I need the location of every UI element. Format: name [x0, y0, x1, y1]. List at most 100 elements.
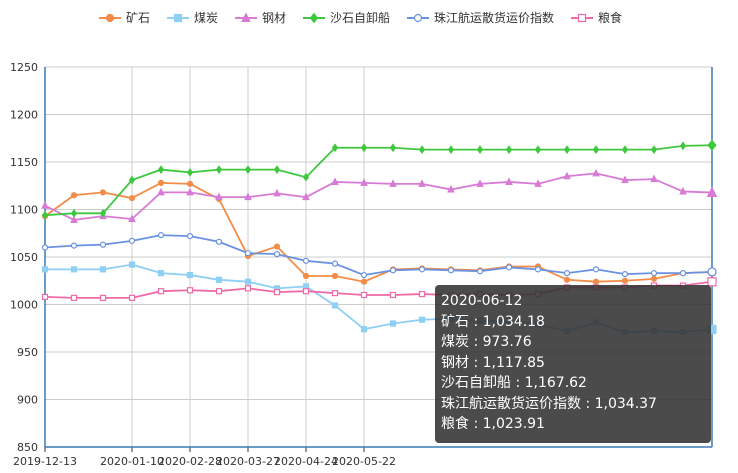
legend-item-0[interactable]: 矿石: [99, 11, 150, 25]
series-line[interactable]: [44, 172, 713, 221]
tooltip-row-coal: 煤炭 : 973.76: [441, 334, 532, 350]
legend-item-4[interactable]: 珠江航运散货运价指数: [407, 10, 554, 25]
data-point: [41, 244, 49, 251]
legend-label: 沙石自卸船: [330, 10, 390, 25]
legend-item-1[interactable]: 煤炭: [167, 11, 218, 25]
x-tick-label: 2019-12-13: [13, 455, 77, 468]
data-point: [360, 271, 368, 279]
series-2[interactable]: [41, 168, 718, 223]
legend-marker: [105, 13, 115, 23]
series-3[interactable]: [41, 139, 717, 220]
series-4[interactable]: [41, 232, 717, 279]
data-point: [70, 192, 78, 199]
data-point: [389, 267, 397, 274]
x-tick-label: 2020-03-27: [216, 455, 280, 468]
data-point: [128, 175, 136, 185]
series-line[interactable]: [44, 144, 713, 217]
legend[interactable]: 矿石 煤炭 钢材 沙石自卸船 珠江航运散货运价指数 粮食: [99, 10, 622, 25]
data-point: [128, 237, 136, 244]
data-point: [157, 187, 165, 196]
y-tick-label: 850: [17, 441, 38, 454]
data-point: [706, 186, 718, 198]
data-point: [360, 291, 368, 299]
data-point: [592, 278, 600, 285]
data-point: [186, 287, 194, 294]
legend-item-3[interactable]: 沙石自卸船: [303, 10, 390, 25]
data-point: [186, 233, 194, 240]
tooltip-row-sand-ship: 沙石自卸船 : 1,167.62: [441, 375, 587, 391]
data-point: [331, 290, 339, 297]
x-axis: 2019-12-13 2020-01-102020-02-282020-03-27…: [13, 446, 712, 468]
data-point: [157, 270, 165, 277]
data-point: [99, 266, 107, 273]
data-point: [447, 145, 455, 155]
data-point: [244, 192, 252, 201]
data-point: [679, 141, 687, 151]
data-point: [99, 189, 107, 196]
data-point: [273, 251, 281, 258]
data-point: [99, 294, 107, 301]
data-point: [650, 275, 658, 282]
data-point: [476, 268, 484, 275]
data-point: [418, 179, 426, 187]
legend-label: 煤炭: [194, 11, 218, 25]
y-tick-label: 900: [17, 394, 38, 407]
y-tick-label: 950: [17, 346, 38, 359]
data-point: [70, 242, 78, 249]
legend-item-2[interactable]: 钢材: [235, 11, 286, 25]
y-axis: 850 900 950 1000 1050 1100 1150 1200 1250: [10, 61, 713, 454]
data-point: [534, 179, 542, 187]
data-point: [157, 288, 165, 295]
data-point: [186, 187, 194, 196]
data-point: [273, 165, 281, 174]
series-line[interactable]: [44, 181, 713, 283]
data-point: [447, 267, 455, 274]
data-point: [418, 266, 426, 273]
legend-item-5[interactable]: 粮食: [571, 10, 622, 25]
data-point: [41, 293, 49, 300]
data-point: [389, 320, 397, 327]
data-point: [41, 201, 49, 209]
data-point: [389, 291, 397, 299]
data-point: [476, 179, 484, 187]
tooltip: 2020-06-12 矿石 : 1,034.18 煤炭 : 973.76 钢材 …: [435, 285, 711, 443]
data-point: [707, 277, 717, 287]
data-point: [592, 266, 600, 273]
data-point: [650, 270, 658, 277]
data-point: [679, 270, 687, 277]
data-point: [70, 215, 78, 223]
tooltip-row-grain: 粮食 : 1,023.91: [441, 416, 545, 432]
data-point: [157, 232, 165, 239]
data-point: [447, 184, 455, 193]
data-point: [186, 168, 194, 177]
data-point: [186, 271, 194, 279]
data-point: [389, 179, 397, 187]
data-point: [331, 272, 339, 280]
x-tick-label: 2020-01-10: [100, 455, 164, 468]
data-point: [215, 238, 223, 245]
y-tick-label: 1100: [10, 204, 38, 217]
tooltip-row-ore: 矿石 : 1,034.18: [441, 313, 545, 330]
data-point: [505, 177, 513, 185]
legend-label: 钢材: [262, 11, 286, 25]
data-point: [563, 270, 571, 277]
data-point: [505, 145, 513, 155]
data-point: [592, 145, 600, 155]
data-point: [650, 145, 658, 155]
data-point: [215, 288, 223, 295]
series-line[interactable]: [44, 234, 713, 276]
tooltip-row-steel: 钢材 : 1,117.85: [441, 354, 545, 371]
data-point: [592, 168, 600, 177]
data-point: [157, 179, 165, 186]
legend-label: 珠江航运散货运价指数: [434, 10, 554, 25]
legend-marker: [577, 13, 587, 23]
data-point: [707, 267, 717, 277]
data-point: [99, 208, 107, 218]
data-point: [621, 277, 629, 284]
y-tick-label: 1200: [10, 109, 38, 122]
data-point: [215, 192, 223, 201]
legend-marker: [173, 13, 183, 23]
data-point: [331, 302, 339, 309]
data-point: [418, 145, 426, 155]
data-point: [563, 171, 571, 180]
